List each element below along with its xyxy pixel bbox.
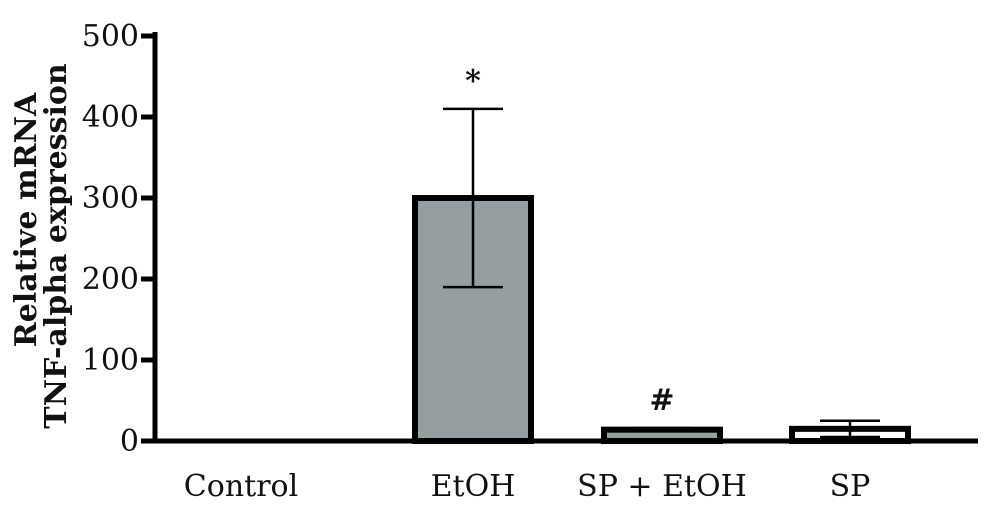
significance-annotations: *#	[465, 64, 674, 418]
y-tick-label: 0	[120, 424, 139, 459]
y-tick-label: 400	[82, 100, 139, 135]
error-bars	[443, 107, 880, 439]
y-tick-label: 200	[82, 262, 139, 297]
x-category-label: SP + EtOH	[577, 469, 747, 504]
y-axis-title: Relative mRNA TNF-alpha expression	[9, 63, 74, 429]
y-axis-title-line-1: Relative mRNA	[9, 92, 44, 347]
significance-marker: *	[465, 64, 481, 99]
x-category-label: Control	[184, 469, 298, 504]
x-category-label: SP	[830, 469, 871, 504]
y-tick-label: 300	[82, 181, 139, 216]
y-tick-label: 500	[82, 19, 139, 54]
y-axis-title-line-2: TNF-alpha expression	[39, 63, 74, 429]
y-axis-ticks: 0 100 200 300 400 500	[82, 19, 155, 459]
x-axis-category-labels: Control EtOH SP + EtOH SP	[184, 469, 871, 504]
y-tick-label: 100	[82, 343, 139, 378]
significance-marker: #	[649, 383, 674, 418]
x-category-label: EtOH	[431, 469, 516, 504]
